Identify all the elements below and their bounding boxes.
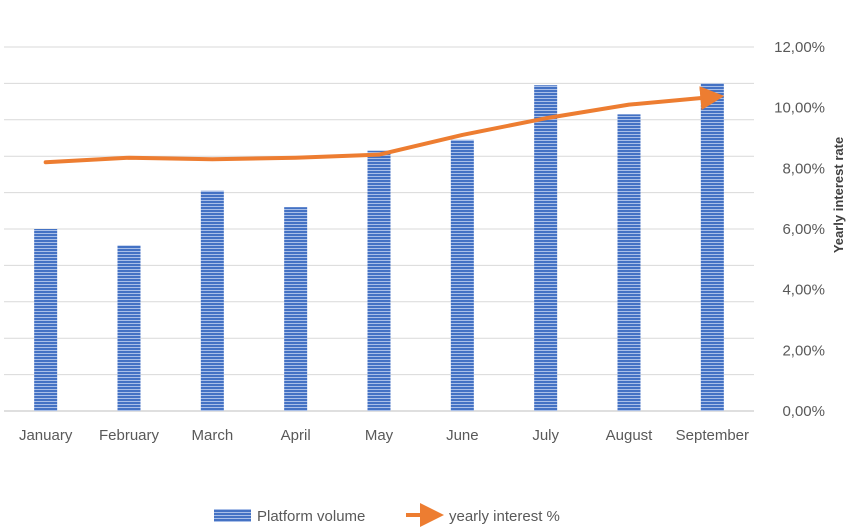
right-axis-tick-label: 8,00%	[782, 160, 825, 177]
line-point-september	[711, 96, 713, 98]
right-axis-tick-label: 10,00%	[774, 100, 825, 117]
bar-september	[700, 83, 724, 412]
category-tick-label: September	[676, 427, 749, 444]
bar-july	[534, 85, 558, 411]
right-axis-ticks: 0,00% 2,00% 4,00% 6,00% 8,00% 10,00% 12,00%	[774, 39, 825, 420]
category-tick-label: April	[281, 427, 311, 444]
legend-swatch-platform-volume	[214, 509, 251, 522]
legend: Platform volume yearly interest %	[214, 503, 560, 527]
right-axis-tick-label: 12,00%	[774, 39, 825, 56]
bar-may	[367, 150, 391, 412]
category-tick-label: July	[532, 427, 559, 444]
line-point-march	[211, 158, 213, 160]
line-point-january	[45, 161, 47, 163]
bar-april	[284, 207, 308, 411]
line-series	[43, 86, 725, 165]
right-axis-tick-label: 4,00%	[782, 282, 825, 299]
category-tick-label: June	[446, 427, 479, 444]
bar-february	[117, 245, 141, 411]
line-point-june	[461, 134, 463, 136]
line-point-april	[295, 157, 297, 159]
legend-label-platform-volume: Platform volume	[257, 508, 365, 525]
line-point-july	[545, 117, 547, 119]
category-tick-label: February	[99, 427, 160, 444]
bar-january	[34, 229, 58, 411]
category-tick-label: March	[191, 427, 233, 444]
bar-march	[200, 190, 224, 411]
bar-june	[450, 139, 474, 411]
right-axis-tick-label: 6,00%	[782, 221, 825, 238]
category-tick-label: January	[19, 427, 73, 444]
right-axis-tick-label: 2,00%	[782, 342, 825, 359]
right-axis-tick-label: 0,00%	[782, 403, 825, 420]
right-axis-title: Yearly interest rate	[831, 137, 846, 253]
line-point-august	[628, 104, 630, 106]
line-point-february	[128, 157, 130, 159]
category-tick-label: May	[365, 427, 394, 444]
category-axis-ticks: January February March April May June July Augu…	[19, 427, 749, 444]
bar-series	[34, 83, 724, 412]
line-point-may	[378, 154, 380, 156]
category-tick-label: August	[606, 427, 654, 444]
bar-august	[617, 114, 641, 411]
legend-label-yearly-interest: yearly interest %	[449, 508, 560, 525]
